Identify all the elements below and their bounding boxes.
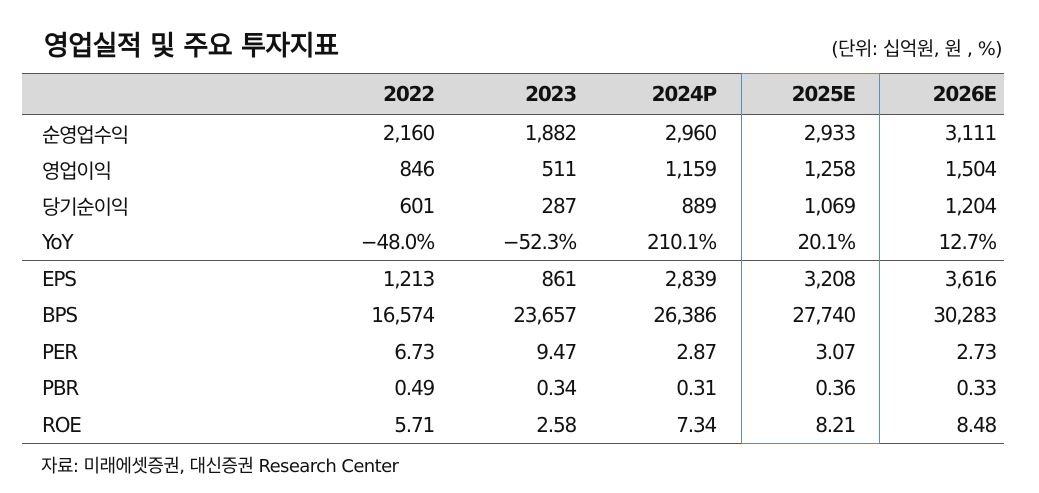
column-header: 2023: [442, 73, 584, 115]
table-cell: 2.73: [956, 339, 997, 364]
table-cell: 601: [399, 193, 435, 218]
table-row: 당기순이익 601 287 889 1,069 1,204: [22, 188, 1004, 225]
source-note: 자료: 미래에셋증권, 대신증권 Research Center: [41, 456, 399, 477]
unit-note: (단위: 십억원, 원 , %): [831, 38, 1002, 60]
table-cell: 3,111: [944, 121, 997, 145]
table-cell: 3,616: [863, 260, 1004, 297]
table-row: PBR 0.49 0.34 0.31 0.36 0.33: [22, 370, 1004, 407]
column-header: 2026E: [863, 73, 1004, 115]
table-cell: 210.1%: [646, 230, 717, 254]
table-cell: 1,069: [803, 193, 856, 218]
row-label: 순영업수익: [42, 122, 129, 147]
table-cell: 2.58: [442, 406, 584, 444]
table-cell: 0.49: [394, 376, 435, 401]
table-cell: 1,882: [524, 121, 577, 145]
column-header: 2022: [160, 73, 442, 115]
table-cell: 889: [681, 193, 717, 218]
table-cell: 3,208: [724, 260, 863, 297]
table-cell: 2,933: [803, 121, 856, 145]
table-row: 순영업수익 2,160 1,882 2,960 2,933 3,111: [22, 115, 1004, 152]
table-row: BPS 16,574 23,657 26,386 27,740 30,283: [22, 297, 1004, 334]
report-title: 영업실적 및 주요 투자지표: [44, 31, 339, 62]
table-cell: 20.1%: [797, 230, 856, 254]
row-label: BPS: [42, 303, 78, 328]
table-cell: 6.73: [394, 339, 435, 364]
table-cell: 5.71: [160, 406, 442, 444]
table-cell: 1,204: [944, 193, 997, 218]
table-cell: 3.07: [815, 339, 856, 364]
table-cell: 27,740: [792, 303, 856, 328]
table-cell: 26,386: [653, 303, 717, 328]
table-cell: 2,160: [382, 121, 435, 145]
table-cell: 511: [541, 157, 577, 182]
table-row: EPS 1,213 861 2,839 3,208 3,616: [22, 260, 1004, 297]
table-cell: 8.21: [724, 406, 863, 444]
table-cell: 1,159: [664, 157, 717, 182]
table-row: ROE 5.71 2.58 7.34 8.21 8.48: [22, 406, 1004, 444]
table-cell: −48.0%: [360, 230, 435, 254]
table-cell: 1,258: [803, 157, 856, 182]
financial-table: 2022 2023 2024P 2025E 2026E 순영업수익 2,160 …: [22, 73, 1004, 444]
table-row: PER 6.73 9.47 2.87 3.07 2.73: [22, 334, 1004, 371]
table-cell: 30,283: [933, 303, 997, 328]
row-label: EPS: [22, 260, 160, 297]
table-cell: 2,960: [664, 121, 717, 145]
table-cell: 2.87: [676, 339, 717, 364]
table-cell: 23,657: [513, 303, 577, 328]
row-label: 영업이익: [42, 158, 112, 183]
row-label: ROE: [22, 406, 160, 444]
column-header: 2024P: [584, 73, 724, 115]
table-row: 영업이익 846 511 1,159 1,258 1,504: [22, 151, 1004, 188]
table-cell: 861: [442, 260, 584, 297]
table-row: YoY −48.0% −52.3% 210.1% 20.1% 12.7%: [22, 224, 1004, 261]
table-cell: 0.34: [536, 376, 577, 401]
table-cell: 1,213: [160, 260, 442, 297]
table-cell: 2,839: [584, 260, 724, 297]
table-cell: 846: [399, 157, 435, 182]
table-cell: 287: [541, 193, 577, 218]
table-cell: 8.48: [863, 406, 1004, 444]
table-cell: −52.3%: [502, 230, 577, 254]
table-cell: 0.31: [676, 376, 717, 401]
table-cell: 7.34: [584, 406, 724, 444]
table-cell: 1,504: [944, 157, 997, 182]
row-label: PER: [42, 339, 78, 364]
table-cell: 9.47: [536, 339, 577, 364]
table-cell: 16,574: [371, 303, 435, 328]
table-cell: 0.36: [815, 376, 856, 401]
table-header-row: 2022 2023 2024P 2025E 2026E: [22, 73, 1004, 115]
table-cell: 0.33: [956, 376, 997, 401]
row-label: YoY: [42, 230, 74, 254]
table-cell: 12.7%: [938, 230, 997, 254]
column-header: 2025E: [724, 73, 863, 115]
row-label: PBR: [42, 376, 79, 401]
row-label: 당기순이익: [42, 195, 129, 220]
header-label-cell: [22, 73, 160, 115]
